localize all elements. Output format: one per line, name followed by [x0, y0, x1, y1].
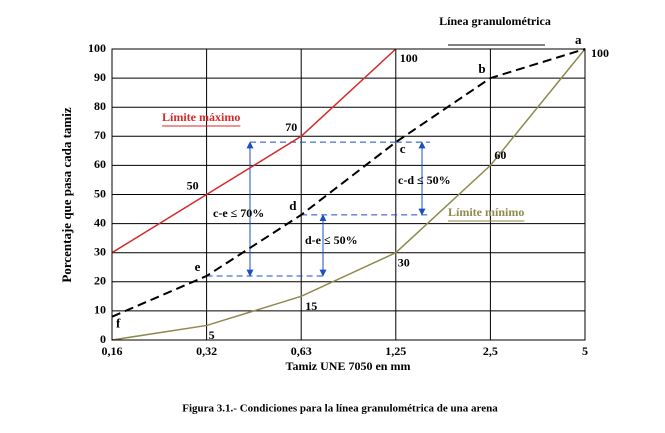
- point-label: e: [195, 259, 201, 274]
- data-label: 100: [591, 46, 609, 60]
- x-tick-label: 2,5: [483, 344, 498, 358]
- series-label: Línea granulométrica: [439, 14, 551, 28]
- data-label: 60: [494, 148, 506, 162]
- y-tick-label: 90: [94, 70, 106, 84]
- y-tick-label: 20: [94, 274, 106, 288]
- point-label: b: [478, 61, 485, 76]
- y-tick-label: 10: [94, 303, 106, 317]
- data-label: 30: [398, 255, 410, 269]
- annotation: c-d ≤ 50%: [398, 173, 451, 187]
- x-tick-label: 1,25: [385, 344, 406, 358]
- data-label: 100: [400, 51, 418, 65]
- x-tick-label: 0,32: [196, 344, 217, 358]
- y-tick-label: 50: [94, 186, 106, 200]
- point-label: c: [400, 141, 406, 156]
- data-label: 5: [209, 328, 215, 342]
- y-tick-label: 100: [88, 41, 106, 55]
- y-axis-title: Porcentaje que pasa cada tamiz: [59, 107, 74, 282]
- y-tick-label: 80: [94, 99, 106, 113]
- series-label: Límite máximo: [162, 110, 240, 124]
- y-tick-label: 0: [100, 332, 106, 346]
- y-tick-label: 40: [94, 215, 106, 229]
- x-tick-label: 0,16: [102, 344, 123, 358]
- plot-frame: [111, 48, 586, 341]
- y-tick-label: 30: [94, 244, 106, 258]
- x-tick-label: 0,63: [291, 344, 312, 358]
- data-label: 15: [305, 299, 317, 313]
- caption: Figura 3.1.- Condiciones para la línea g…: [182, 403, 498, 415]
- x-axis-title: Tamiz UNE 7050 en mm: [286, 359, 411, 373]
- point-label: a: [575, 32, 582, 47]
- point-label: f: [116, 316, 121, 331]
- annotation: c-e ≤ 70%: [213, 206, 264, 220]
- x-tick-label: 5: [582, 344, 588, 358]
- point-label: d: [289, 198, 297, 213]
- series-label: Límite mínimo: [448, 205, 524, 219]
- series-line: [111, 48, 586, 318]
- series-line: [111, 48, 397, 254]
- series-line: [111, 48, 586, 341]
- y-tick-label: 70: [94, 128, 106, 142]
- data-label: 50: [187, 178, 199, 192]
- y-tick-label: 60: [94, 157, 106, 171]
- data-label: 70: [285, 120, 297, 134]
- annotation: d-e ≤ 50%: [305, 233, 358, 247]
